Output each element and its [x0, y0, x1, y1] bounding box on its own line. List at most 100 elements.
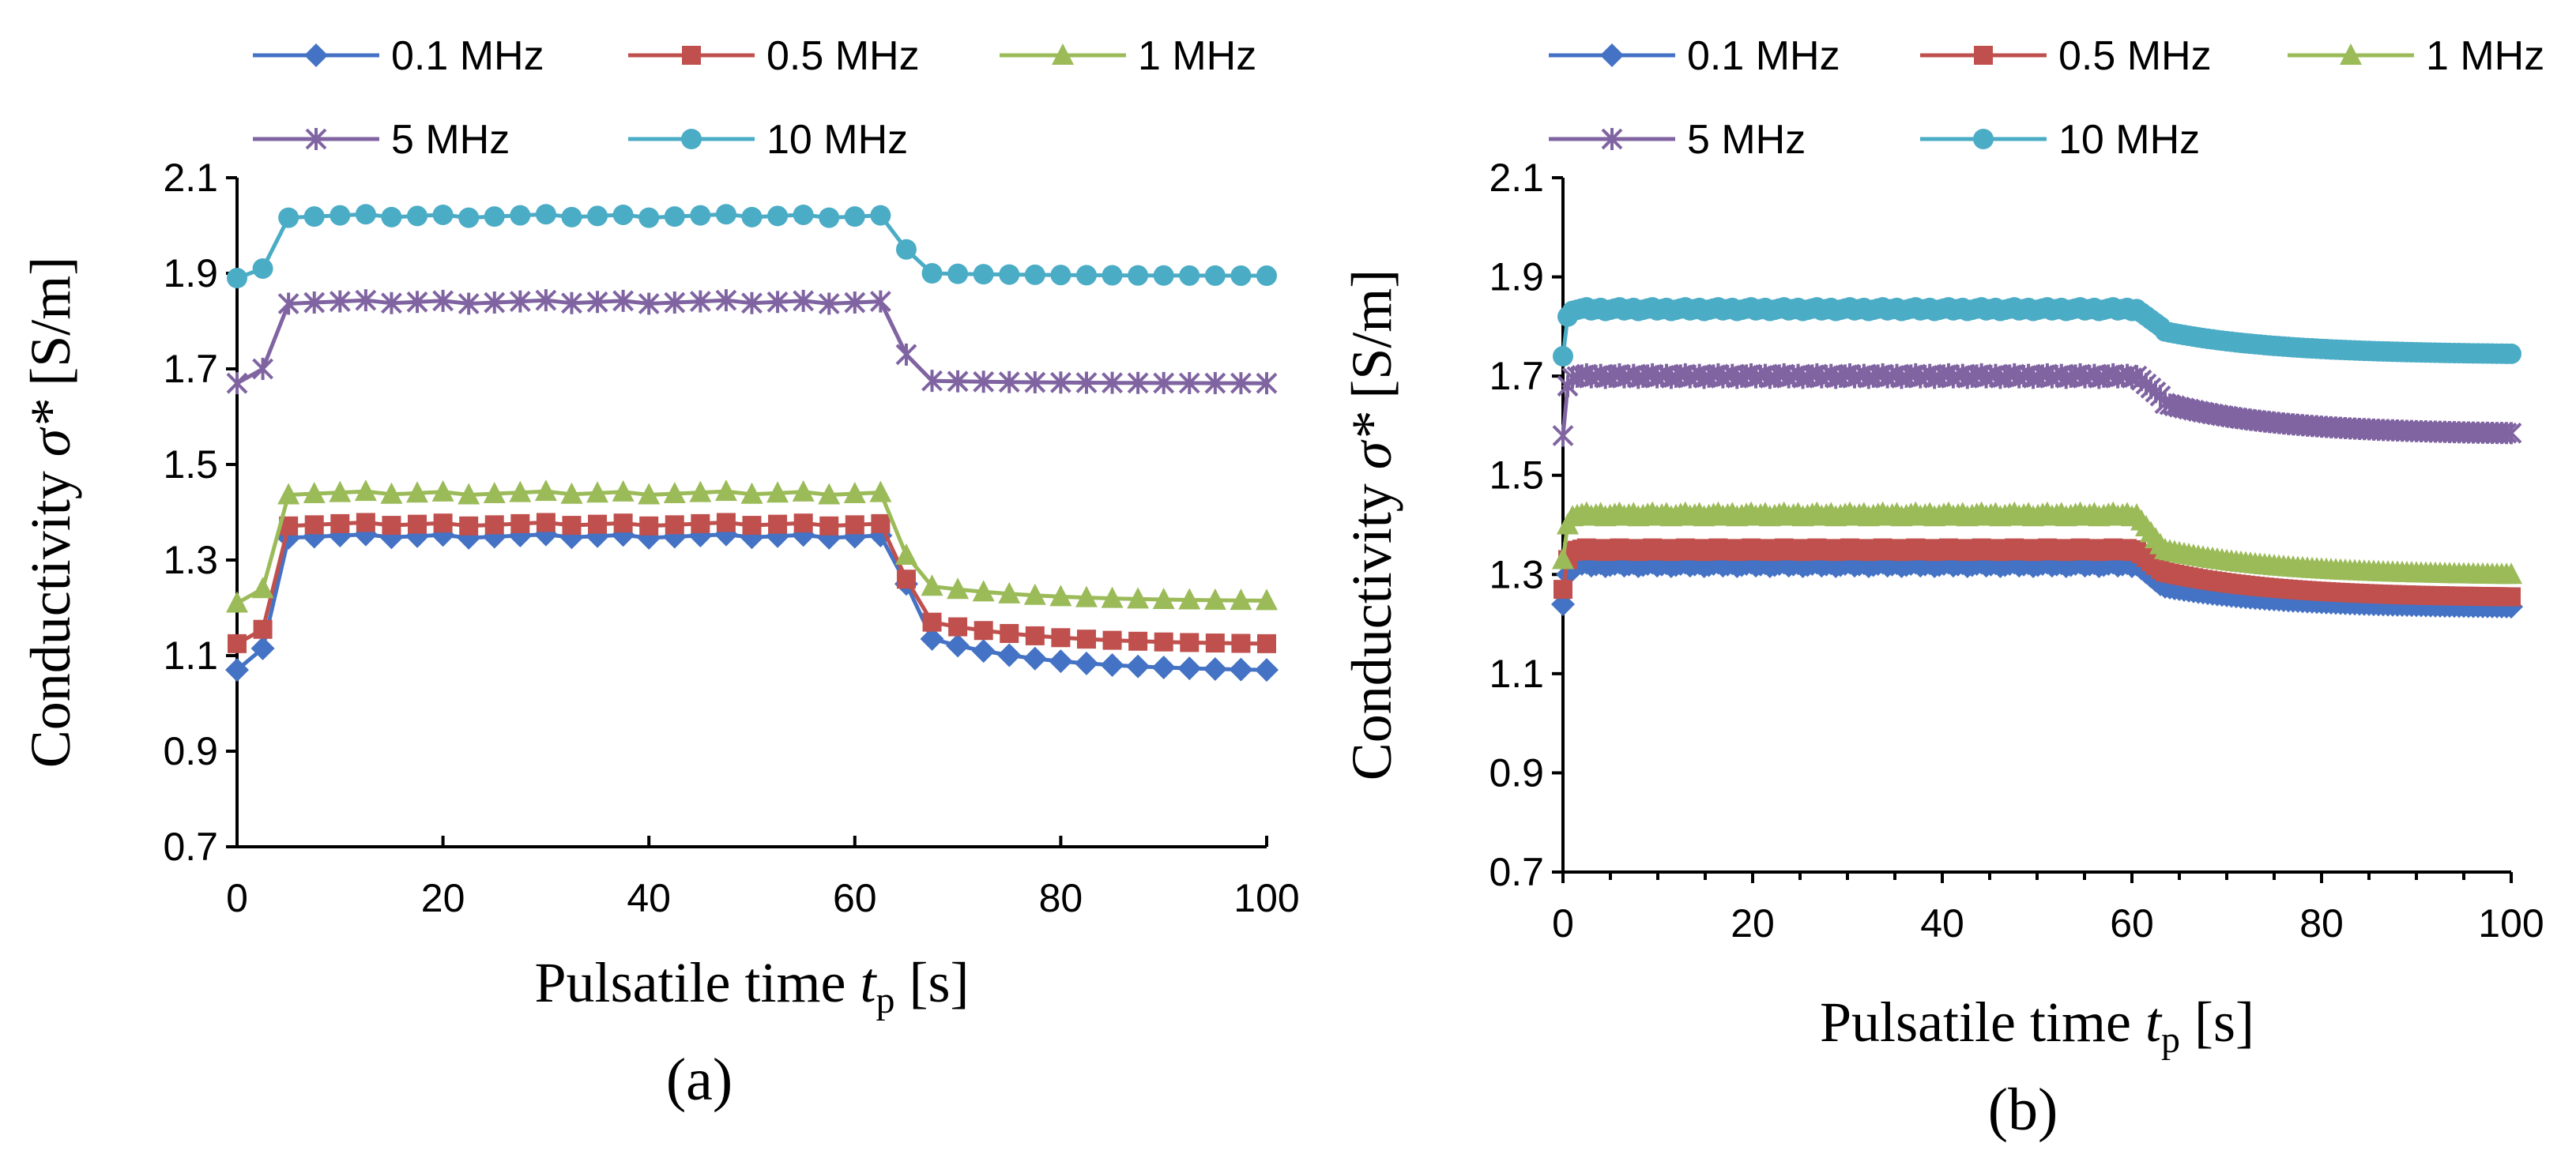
series-1-mhz	[226, 479, 1278, 613]
data-point	[1178, 371, 1200, 394]
data-point	[689, 290, 711, 313]
data-point	[1153, 265, 1174, 286]
data-point	[458, 292, 480, 315]
data-point	[329, 480, 352, 502]
data-point	[252, 358, 273, 380]
data-point	[947, 577, 970, 600]
data-point	[665, 515, 684, 535]
data-point	[510, 513, 530, 533]
data-point	[586, 481, 609, 503]
legend-label: 0.5 MHz	[766, 33, 920, 79]
legend-item: 0.1 MHz	[253, 33, 544, 79]
data-point	[691, 513, 710, 533]
y-axis-title-var: σ*	[1340, 413, 1403, 470]
data-point	[1127, 371, 1149, 394]
data-point	[768, 514, 788, 534]
legend-label: 10 MHz	[2058, 117, 2200, 163]
data-point	[947, 263, 969, 284]
data-point	[252, 258, 273, 279]
data-point	[561, 206, 582, 227]
data-point	[484, 515, 504, 535]
data-point	[1051, 628, 1071, 648]
data-point	[561, 291, 582, 314]
legend-label: 1 MHz	[2426, 33, 2544, 79]
data-point	[406, 291, 428, 314]
legend: 0.1 MHz 0.5 MHz 1 MHz 5 MHz 10 MHz	[253, 33, 1256, 163]
data-point	[793, 513, 813, 533]
data-point	[406, 481, 429, 503]
data-point	[869, 290, 891, 313]
x-tick-label: 0	[1552, 901, 1574, 946]
data-point	[612, 479, 635, 502]
x-axis-title-main: Pulsatile time	[535, 951, 861, 1014]
data-point	[1128, 265, 1149, 286]
data-point	[1204, 372, 1226, 395]
data-point	[355, 204, 376, 225]
data-point	[2502, 587, 2521, 607]
y-axis-title-main: Conductivity	[19, 457, 82, 768]
x-tick-label: 40	[1920, 901, 1964, 946]
data-point	[355, 289, 377, 312]
y-tick-label: 1.3	[1489, 552, 1544, 596]
data-point	[1229, 657, 1253, 682]
x-tick-label: 60	[2110, 901, 2154, 946]
data-point	[380, 482, 403, 504]
x-tick-label: 100	[2478, 901, 2544, 946]
data-point	[277, 483, 300, 505]
data-point	[818, 292, 840, 315]
data-point	[458, 207, 480, 228]
data-point	[2500, 422, 2522, 445]
data-point	[947, 370, 969, 393]
series-1-mhz	[1552, 501, 2522, 585]
data-point	[1204, 265, 1226, 286]
data-point	[818, 483, 841, 505]
data-point	[1102, 630, 1122, 650]
data-point	[382, 516, 401, 536]
data-point	[715, 289, 737, 312]
y-tick-label: 0.7	[163, 825, 218, 869]
y-tick-label: 1.7	[163, 347, 218, 391]
data-point	[922, 612, 942, 632]
data-point	[689, 480, 712, 502]
data-point	[948, 617, 968, 637]
x-tick-label: 80	[1039, 876, 1083, 920]
data-point	[381, 206, 402, 227]
series-10-mhz	[1553, 297, 2521, 367]
data-point	[1553, 346, 1573, 367]
data-point	[714, 479, 737, 502]
legend-label: 5 MHz	[391, 117, 510, 163]
data-point	[1230, 265, 1252, 286]
y-axis-title-main: Conductivity	[1340, 469, 1403, 780]
legend-item: 10 MHz	[1920, 117, 2200, 163]
data-point	[304, 515, 324, 535]
data-point	[844, 206, 865, 227]
x-axis-title-main: Pulsatile time	[1820, 991, 2145, 1054]
x-axis-title-unit: [s]	[2180, 991, 2254, 1054]
y-tick-label: 1.7	[1489, 354, 1544, 398]
data-point	[587, 205, 608, 227]
y-tick-label: 1.9	[1489, 255, 1544, 299]
y-tick-label: 0.9	[163, 729, 218, 773]
data-point	[819, 207, 840, 228]
data-point	[329, 290, 351, 313]
data-point	[998, 370, 1020, 393]
data-point	[819, 516, 839, 536]
data-point	[253, 619, 273, 639]
panel-caption: (a)	[666, 1047, 733, 1113]
data-point	[894, 543, 917, 565]
y-axis-title: Conductivity σ* [S/m]	[1340, 269, 1403, 781]
legend-item: 1 MHz	[2288, 33, 2544, 79]
data-point	[303, 482, 326, 504]
chart-panel-b: 0.7 0.9 1.1 1.3 1.5 1.7 1.9 2.1 0 20 40 60 80 100 0.1 …	[1340, 33, 2544, 1143]
y-tick-label: 1.5	[163, 442, 218, 487]
data-point	[741, 291, 763, 314]
panel-caption: (b)	[1988, 1077, 2058, 1143]
data-point	[612, 289, 635, 312]
x-axis-title-var: t	[860, 951, 877, 1014]
data-point	[562, 516, 582, 536]
data-point	[870, 205, 891, 226]
data-point	[997, 643, 1022, 667]
data-point	[1180, 633, 1199, 652]
data-point	[1256, 265, 1277, 287]
data-point	[741, 206, 763, 227]
